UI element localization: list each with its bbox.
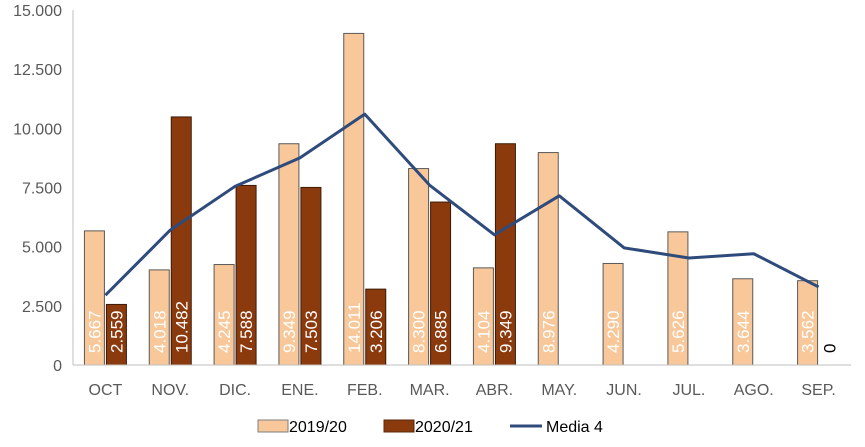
data-label-series-2: 7.588 xyxy=(237,310,256,353)
data-label-series-2: 6.885 xyxy=(432,310,451,353)
data-label-series-1: 4.290 xyxy=(604,310,623,353)
data-label-series-1: 8.976 xyxy=(539,310,558,353)
legend-swatch-series-1 xyxy=(257,419,289,433)
legend: 2019/20 2020/21 Media 4 xyxy=(257,419,603,436)
data-label-series-2: 7.503 xyxy=(302,310,321,353)
x-tick-label: OCT xyxy=(89,382,123,399)
data-label-series-2: 3.206 xyxy=(367,310,386,353)
x-tick-label: MAR. xyxy=(410,382,450,399)
legend-label-series-2: 2020/21 xyxy=(415,419,473,436)
data-label-series-1: 9.349 xyxy=(280,310,299,353)
media-line xyxy=(104,112,820,297)
data-label-series-1: 3.644 xyxy=(734,310,753,353)
x-tick-label: FEB. xyxy=(347,382,383,399)
y-tick-label: 10.000 xyxy=(13,121,62,138)
media-line-layer xyxy=(104,112,820,297)
y-tick-label: 5.000 xyxy=(22,240,62,257)
data-label-series-2: 10.482 xyxy=(172,301,191,353)
bars xyxy=(83,32,819,366)
data-label-series-2: 0 xyxy=(821,344,840,353)
y-tick-label: 12.500 xyxy=(13,62,62,79)
y-tick-label: 2.500 xyxy=(22,299,62,316)
data-label-series-1: 5.667 xyxy=(85,310,104,353)
data-label-series-2: 9.349 xyxy=(496,310,515,353)
y-tick-label: 15.000 xyxy=(13,3,62,20)
x-tick-label: SEP. xyxy=(801,382,835,399)
x-tick-label: NOV. xyxy=(151,382,189,399)
data-label-series-1: 5.626 xyxy=(669,310,688,353)
x-tick-label: ENE. xyxy=(281,382,318,399)
x-tick-label: MAY. xyxy=(541,382,577,399)
y-tick-label: 0 xyxy=(53,358,62,375)
x-tick-label: ABR. xyxy=(476,382,513,399)
data-labels: 5.667 4.018 4.245 9.349 14.011 8.300 4.104 8.97… xyxy=(85,301,839,353)
x-tick-label: AGO. xyxy=(734,382,774,399)
data-label-series-1: 4.018 xyxy=(150,310,169,353)
data-label-series-1: 4.104 xyxy=(474,310,493,353)
data-label-series-1: 3.562 xyxy=(799,310,818,353)
legend-label-series-1: 2019/20 xyxy=(289,419,347,436)
x-tick-label: DIC. xyxy=(219,382,251,399)
legend-swatch-series-2 xyxy=(383,419,415,433)
data-label-series-1: 14.011 xyxy=(345,302,364,353)
y-axis: 0 2.500 5.000 7.500 10.000 12.500 15.000 xyxy=(13,3,74,375)
x-tick-label: JUL. xyxy=(672,382,705,399)
data-label-series-1: 8.300 xyxy=(410,310,429,353)
x-axis: OCT NOV. DIC. ENE. FEB. MAR. ABR. MAY. JUN. JUL. A… xyxy=(73,364,851,399)
data-label-series-1: 4.245 xyxy=(215,310,234,353)
y-tick-label: 7.500 xyxy=(22,181,62,198)
legend-label-series-3: Media 4 xyxy=(546,419,603,436)
data-label-series-2: 2.559 xyxy=(107,310,126,353)
x-tick-label: JUN. xyxy=(606,382,642,399)
